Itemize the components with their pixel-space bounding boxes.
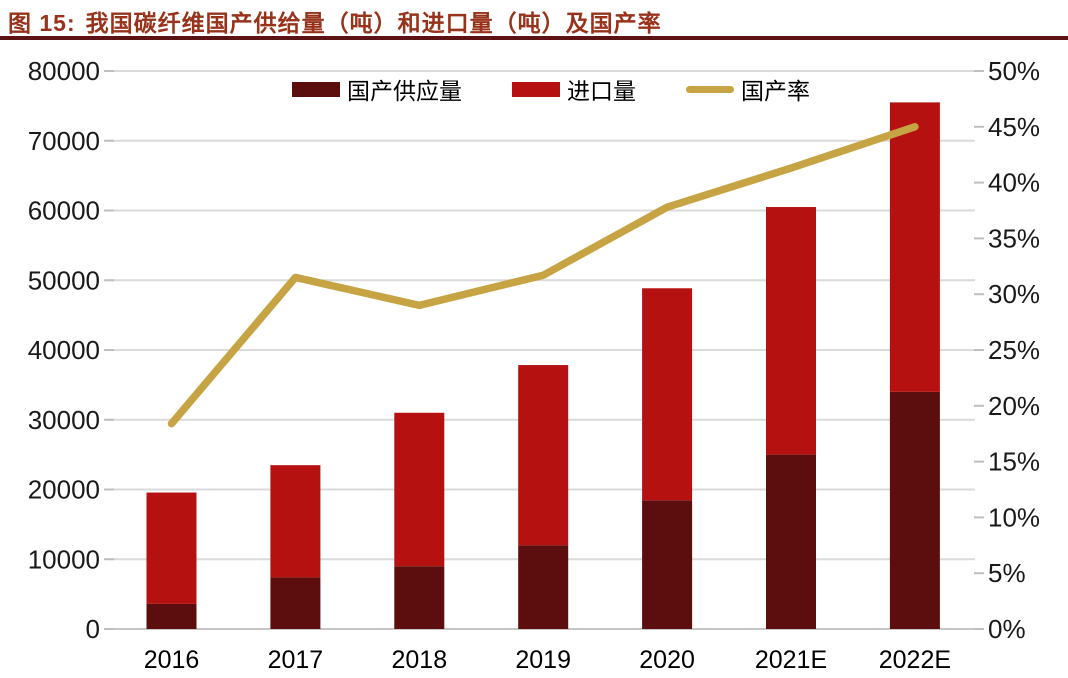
x-axis-category-label: 2022E	[879, 646, 951, 674]
x-axis-category-label: 2021E	[755, 646, 827, 674]
left-axis-tick-label: 70000	[28, 126, 100, 156]
left-axis-tick-label: 80000	[28, 56, 100, 86]
bar-segment-2016-进口量	[146, 492, 197, 604]
right-axis-tick-label: 45%	[988, 112, 1040, 142]
x-axis-category-label: 2019	[515, 646, 571, 674]
right-axis-tick-label: 30%	[988, 279, 1040, 309]
right-axis-tick-label: 35%	[988, 223, 1040, 253]
legend-swatch-bar	[292, 81, 340, 97]
right-axis-tick-label: 15%	[988, 447, 1040, 477]
bar-segment-2020-国产供应量	[642, 500, 693, 629]
left-axis-tick-label: 50000	[28, 265, 100, 295]
left-axis-tick-label: 40000	[28, 335, 100, 365]
bar-segment-2022E-国产供应量	[889, 391, 940, 629]
bar-segment-2021E-国产供应量	[766, 454, 816, 629]
x-axis-category-label: 2020	[639, 646, 695, 674]
right-axis-tick-label: 25%	[988, 335, 1040, 365]
bar-segment-2016-国产供应量	[146, 603, 197, 629]
left-axis-tick-label: 0	[86, 614, 100, 644]
right-axis-tick-label: 5%	[988, 558, 1026, 588]
x-axis-category-label: 2017	[268, 646, 324, 674]
bar-segment-2021E-进口量	[766, 207, 816, 455]
legend-label: 国产供应量	[347, 78, 462, 104]
legend-item-国产率: 国产率	[686, 72, 810, 106]
bar-segment-2017-进口量	[270, 465, 321, 578]
left-axis-tick-label: 10000	[28, 544, 100, 574]
rate-line	[167, 123, 919, 428]
legend-label: 国产率	[741, 78, 810, 104]
left-axis-tick-label: 30000	[28, 405, 100, 435]
legend-label: 进口量	[567, 78, 636, 104]
legend-item-进口量: 进口量	[512, 72, 636, 106]
left-axis-tick-label: 60000	[28, 196, 100, 226]
right-axis-tick-label: 20%	[988, 391, 1040, 421]
legend: 国产供应量 进口量 国产率	[292, 72, 810, 106]
bar-segment-2019-进口量	[518, 365, 569, 546]
bar-segment-2017-国产供应量	[270, 577, 321, 629]
bar-segment-2018-国产供应量	[394, 566, 445, 629]
figure-title: 我国碳纤维国产供给量（吨）和进口量（吨）及国产率	[85, 10, 662, 36]
bar-segment-2019-国产供应量	[518, 545, 569, 629]
right-axis-tick-label: 0%	[988, 614, 1026, 644]
figure-label: 图 15:	[8, 10, 76, 36]
bar-segment-2022E-进口量	[889, 102, 940, 392]
legend-swatch-line	[686, 85, 734, 93]
figure-title-row: 图 15: 我国碳纤维国产供给量（吨）和进口量（吨）及国产率	[8, 4, 662, 38]
legend-item-国产供应量: 国产供应量	[292, 72, 462, 106]
x-axis-category-label: 2016	[144, 646, 200, 674]
right-axis-tick-label: 50%	[988, 56, 1040, 86]
bar-segment-2020-进口量	[642, 288, 693, 501]
bar-segment-2018-进口量	[394, 412, 445, 567]
left-axis-tick-label: 20000	[28, 475, 100, 505]
right-axis-tick-label: 10%	[988, 502, 1040, 532]
chart-svg: 0 10000 20000 30000 40000 50000 60000 70000 8000…	[28, 56, 1040, 674]
title-rule	[0, 36, 1068, 40]
x-axis-category-label: 2018	[391, 646, 447, 674]
chart-area: 0 10000 20000 30000 40000 50000 60000 70000 8000…	[0, 44, 1068, 678]
right-axis-tick-label: 40%	[988, 168, 1040, 198]
legend-swatch-bar	[512, 81, 560, 97]
